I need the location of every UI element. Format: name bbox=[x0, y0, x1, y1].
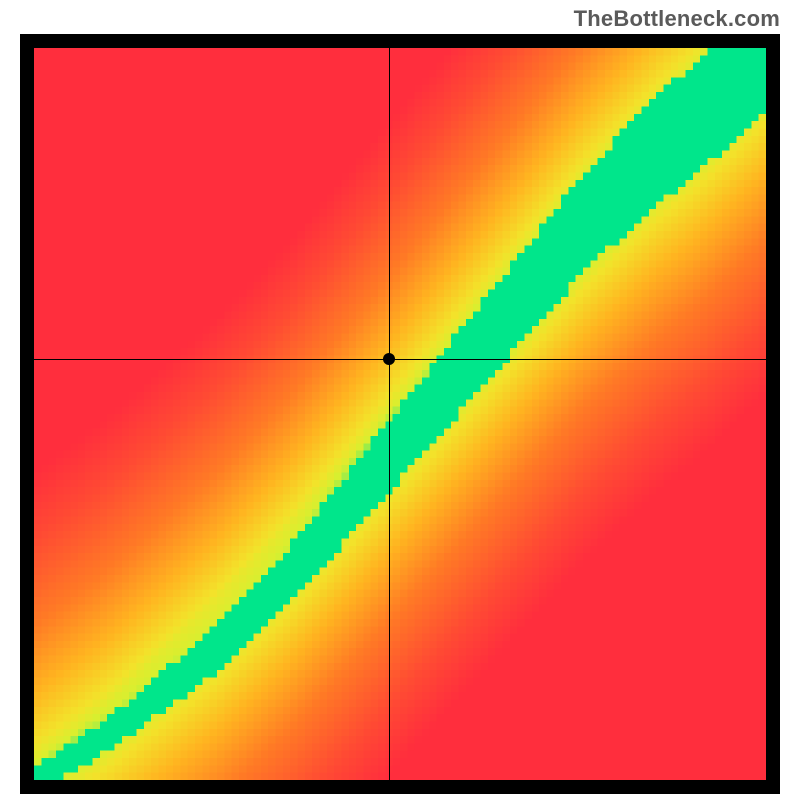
crosshair-horizontal bbox=[34, 359, 766, 360]
plot-frame bbox=[20, 34, 780, 794]
chart-container: TheBottleneck.com bbox=[0, 0, 800, 800]
heatmap-canvas bbox=[34, 48, 766, 780]
watermark-text: TheBottleneck.com bbox=[574, 6, 780, 32]
crosshair-vertical bbox=[389, 48, 390, 780]
data-point-marker bbox=[383, 353, 395, 365]
